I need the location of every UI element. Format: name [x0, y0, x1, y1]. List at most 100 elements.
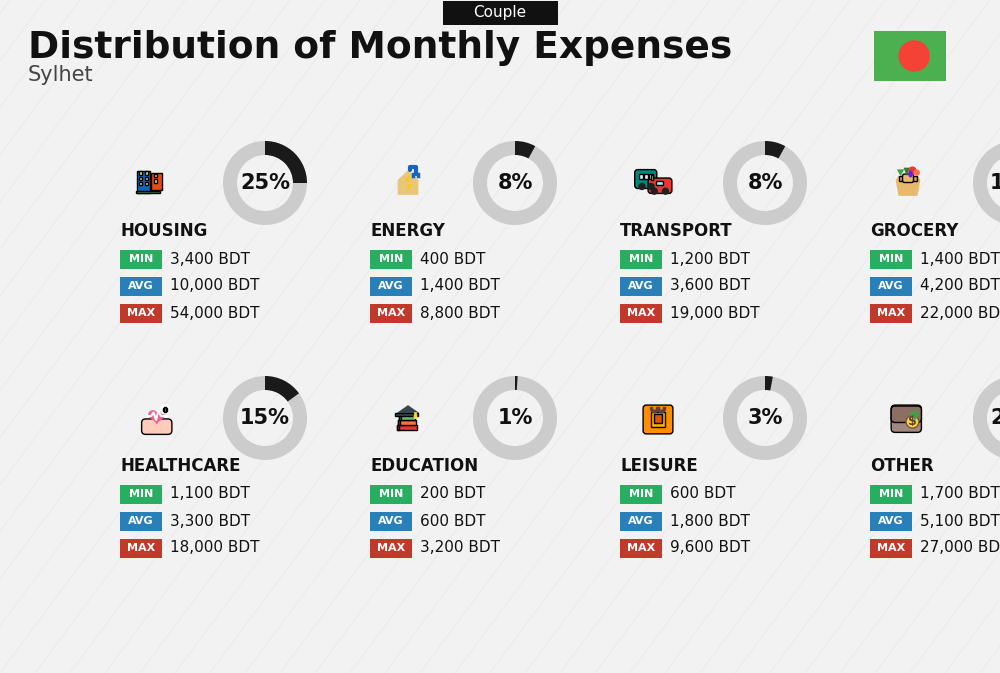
FancyBboxPatch shape [648, 178, 672, 193]
Text: 3,600 BDT: 3,600 BDT [670, 279, 750, 293]
Text: 1,100 BDT: 1,100 BDT [170, 487, 250, 501]
Text: EDUCATION: EDUCATION [370, 457, 478, 475]
FancyBboxPatch shape [620, 538, 662, 557]
FancyBboxPatch shape [620, 485, 662, 503]
FancyBboxPatch shape [639, 174, 643, 178]
Text: Distribution of Monthly Expenses: Distribution of Monthly Expenses [28, 30, 732, 66]
Text: 18%: 18% [990, 173, 1000, 193]
Text: HOUSING: HOUSING [120, 222, 207, 240]
Wedge shape [473, 376, 557, 460]
FancyBboxPatch shape [120, 538, 162, 557]
Text: MIN: MIN [879, 489, 903, 499]
Text: MAX: MAX [377, 543, 405, 553]
Circle shape [648, 184, 654, 189]
FancyBboxPatch shape [137, 171, 150, 193]
FancyBboxPatch shape [154, 174, 157, 177]
Text: 3,200 BDT: 3,200 BDT [420, 540, 500, 555]
FancyBboxPatch shape [370, 511, 412, 530]
Polygon shape [149, 411, 165, 423]
Text: MAX: MAX [877, 543, 905, 553]
FancyBboxPatch shape [398, 420, 400, 425]
FancyBboxPatch shape [620, 511, 662, 530]
Circle shape [662, 188, 668, 194]
Text: 18,000 BDT: 18,000 BDT [170, 540, 260, 555]
Circle shape [914, 170, 919, 175]
Text: AVG: AVG [628, 516, 654, 526]
Text: GROCERY: GROCERY [870, 222, 958, 240]
Circle shape [899, 41, 929, 71]
Circle shape [908, 417, 917, 427]
Circle shape [906, 415, 919, 428]
FancyBboxPatch shape [370, 277, 412, 295]
FancyBboxPatch shape [154, 179, 157, 182]
Wedge shape [265, 376, 299, 402]
Wedge shape [515, 141, 535, 158]
Text: 600 BDT: 600 BDT [670, 487, 736, 501]
FancyBboxPatch shape [145, 176, 148, 180]
Circle shape [639, 184, 645, 189]
FancyBboxPatch shape [120, 511, 162, 530]
Text: 1,400 BDT: 1,400 BDT [420, 279, 500, 293]
FancyBboxPatch shape [120, 250, 162, 269]
Wedge shape [973, 376, 1000, 460]
Text: MAX: MAX [127, 308, 155, 318]
Text: 15%: 15% [240, 408, 290, 428]
Text: 27,000 BDT: 27,000 BDT [920, 540, 1000, 555]
FancyBboxPatch shape [163, 408, 167, 411]
Text: MAX: MAX [377, 308, 405, 318]
Polygon shape [896, 176, 920, 196]
FancyBboxPatch shape [370, 538, 412, 557]
Text: OTHER: OTHER [870, 457, 934, 475]
Circle shape [651, 188, 657, 194]
FancyBboxPatch shape [870, 538, 912, 557]
Text: MIN: MIN [629, 254, 653, 264]
FancyBboxPatch shape [397, 425, 417, 430]
Text: AVG: AVG [378, 516, 404, 526]
Wedge shape [223, 376, 307, 460]
FancyBboxPatch shape [399, 415, 415, 421]
Circle shape [160, 405, 169, 414]
Text: MAX: MAX [627, 308, 655, 318]
FancyBboxPatch shape [120, 277, 162, 295]
Ellipse shape [908, 171, 913, 178]
Text: 3,400 BDT: 3,400 BDT [170, 252, 250, 267]
FancyBboxPatch shape [395, 413, 418, 415]
Text: 3,300 BDT: 3,300 BDT [170, 513, 250, 528]
FancyBboxPatch shape [903, 174, 913, 182]
Text: TRANSPORT: TRANSPORT [620, 222, 733, 240]
FancyBboxPatch shape [370, 304, 412, 322]
FancyBboxPatch shape [620, 277, 662, 295]
FancyBboxPatch shape [145, 171, 148, 174]
Text: 1,700 BDT: 1,700 BDT [920, 487, 1000, 501]
Text: Sylhet: Sylhet [28, 65, 94, 85]
FancyBboxPatch shape [620, 250, 662, 269]
FancyBboxPatch shape [651, 174, 653, 180]
Wedge shape [223, 141, 307, 225]
Text: Couple: Couple [473, 5, 527, 20]
Text: MAX: MAX [127, 543, 155, 553]
Wedge shape [473, 141, 557, 225]
FancyBboxPatch shape [397, 425, 399, 430]
FancyBboxPatch shape [899, 176, 917, 181]
Text: $: $ [908, 415, 917, 428]
Text: 54,000 BDT: 54,000 BDT [170, 306, 260, 320]
Text: HEALTHCARE: HEALTHCARE [120, 457, 240, 475]
Text: 8,800 BDT: 8,800 BDT [420, 306, 500, 320]
Text: 600 BDT: 600 BDT [420, 513, 486, 528]
Text: MIN: MIN [129, 489, 153, 499]
Text: MIN: MIN [879, 254, 903, 264]
FancyBboxPatch shape [442, 1, 558, 25]
FancyBboxPatch shape [870, 511, 912, 530]
FancyBboxPatch shape [620, 304, 662, 322]
Text: 200 BDT: 200 BDT [420, 487, 485, 501]
FancyBboxPatch shape [399, 415, 401, 421]
FancyBboxPatch shape [874, 31, 946, 81]
Text: AVG: AVG [878, 516, 904, 526]
FancyBboxPatch shape [870, 485, 912, 503]
Wedge shape [765, 376, 773, 390]
Wedge shape [723, 141, 807, 225]
Text: 25%: 25% [240, 173, 290, 193]
FancyBboxPatch shape [164, 407, 166, 412]
Text: 1,800 BDT: 1,800 BDT [670, 513, 750, 528]
Text: 8%: 8% [497, 173, 533, 193]
